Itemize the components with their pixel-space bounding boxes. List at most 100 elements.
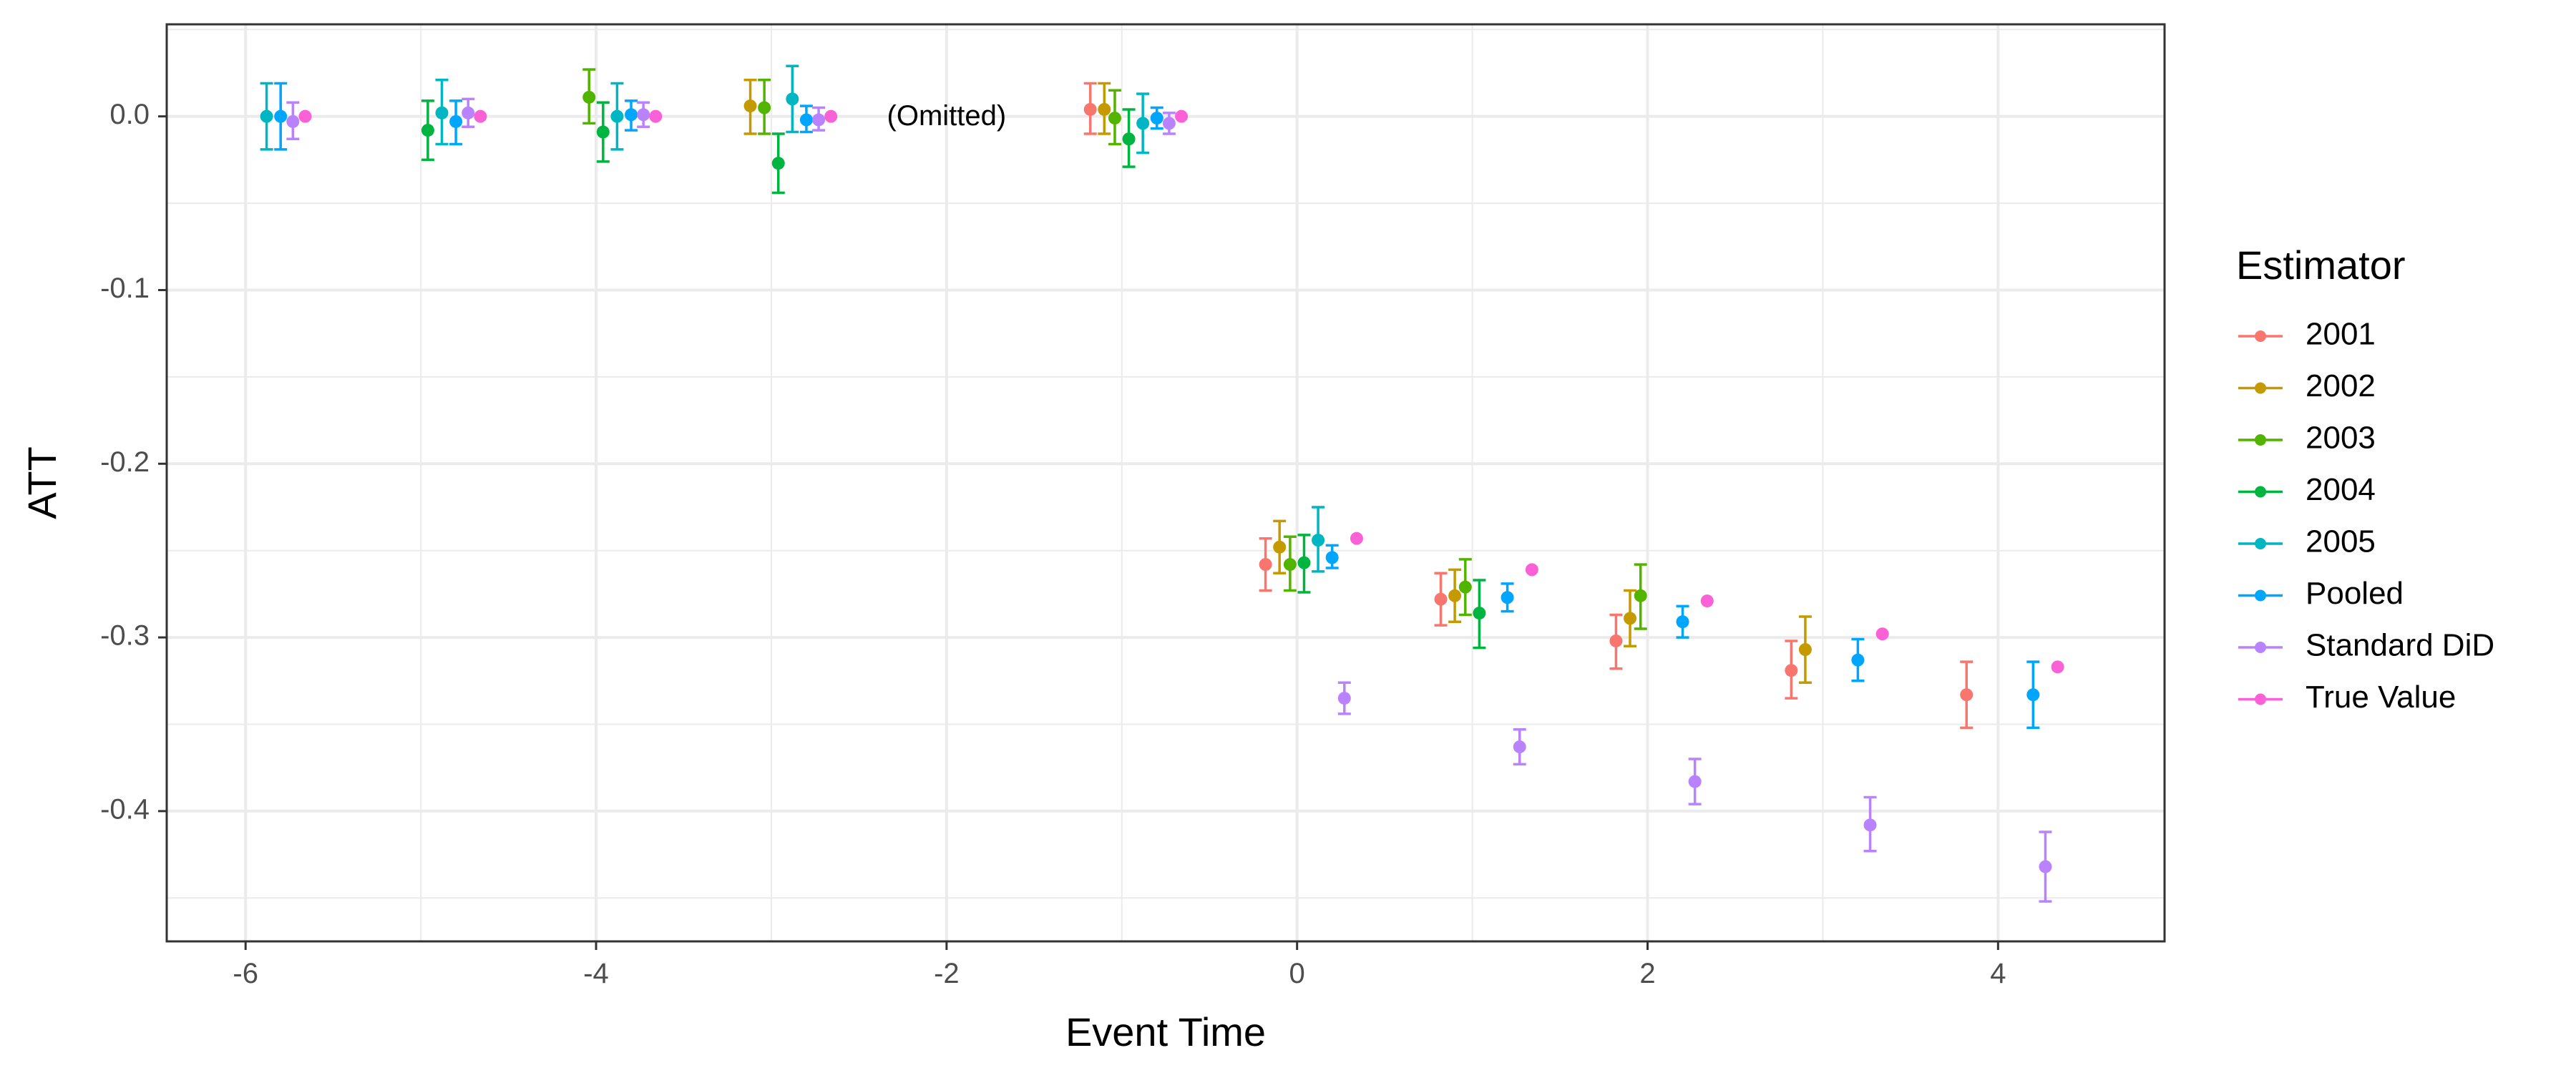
panel-border [165,23,2166,943]
data-point [1259,558,1272,572]
legend-label: 2005 [2306,524,2376,559]
data-point [1851,653,1865,667]
data-point [421,124,434,137]
data-point [2026,688,2040,702]
data-point [1273,540,1287,554]
data-point [1785,664,1798,677]
legend-key-point [2255,538,2266,549]
data-point [474,109,487,123]
x-tick-label: 2 [1639,958,1655,989]
x-tick-label: -2 [934,958,960,989]
data-point [771,157,785,170]
legend-item: Pooled [2238,576,2404,611]
data-point [2039,860,2052,873]
legend-item: Standard DiD [2238,628,2494,663]
data-point [1676,615,1689,629]
x-tick-label: 4 [1990,958,2006,989]
legend-key-point [2255,434,2266,446]
data-point [625,108,638,122]
legend-label: Standard DiD [2306,628,2494,663]
data-point [1297,556,1311,569]
legend-label: 2003 [2306,421,2376,456]
data-points [260,90,2064,873]
data-point [2051,660,2064,674]
data-point [1875,627,1889,641]
omitted-annotation: (Omitted) [887,100,1007,132]
legend-key-point [2255,693,2266,705]
grid-minor [167,24,2165,941]
y-axis-title: ATT [19,446,64,519]
x-tick-label: -6 [233,958,258,989]
data-point [1525,563,1538,577]
legend-item: 2005 [2238,524,2376,559]
legend-label: 2004 [2306,472,2376,507]
data-point [462,106,475,119]
data-point [758,101,771,114]
data-point [596,125,610,139]
legend-label: 2002 [2306,368,2376,403]
data-point [1350,531,1363,545]
data-point [1283,558,1297,572]
data-point [286,114,300,128]
legend-key-point [2255,642,2266,653]
data-point [1624,612,1637,625]
legend-item: 2003 [2238,421,2376,456]
grid-major [167,24,2165,941]
data-point [637,108,650,122]
data-point [610,109,624,123]
legend-item: 2004 [2238,472,2376,507]
data-point [1960,688,1974,702]
data-point [1162,117,1176,130]
legend-label: Pooled [2306,576,2404,611]
data-point [1337,692,1351,705]
data-point [260,109,273,123]
data-point [1688,775,1702,788]
data-point [1473,607,1486,620]
legend-label: True Value [2306,680,2456,715]
data-point [812,113,826,127]
data-point [274,109,288,123]
legend-title: Estimator [2236,242,2406,288]
data-point [449,114,463,128]
data-point [1175,109,1189,123]
data-point [1312,534,1325,547]
data-point [1136,117,1150,130]
legend-items: 2001 2002 2003 2004 2005 Pooled Standard DiD Tr… [2238,317,2494,715]
data-point [786,92,799,106]
data-point [1609,634,1623,647]
data-point [799,113,813,127]
data-point [1325,551,1339,564]
legend-label: 2001 [2306,317,2376,352]
y-tick-label: 0.0 [109,99,150,130]
data-point [1501,591,1514,604]
data-point [824,109,838,123]
data-point [298,109,312,123]
x-tick-label: -4 [583,958,609,989]
data-point [1083,102,1097,116]
data-point [1634,589,1647,602]
y-tick-label: -0.1 [100,273,150,304]
data-point [435,106,449,119]
data-point [743,99,757,113]
y-tick-label: -0.3 [100,620,150,652]
legend-key-point [2255,486,2266,498]
legend: Estimator 2001 2002 2003 2004 2005 Pooled Stan… [2236,242,2494,715]
data-point [1098,102,1111,116]
data-point [1513,740,1526,754]
data-point [1798,643,1812,657]
data-point [1434,592,1448,606]
legend-key-point [2255,382,2266,394]
x-axis-ticks: -6 -4 -2 0 2 4 [233,941,2006,989]
data-point [1448,589,1462,602]
data-point [649,109,663,123]
legend-item: 2001 [2238,317,2376,352]
data-point [1122,132,1136,146]
y-axis-ticks: 0.0 -0.1 -0.2 -0.3 -0.4 [100,99,167,825]
data-point [1458,580,1472,594]
legend-key-point [2255,589,2266,602]
legend-key-point [2255,330,2266,342]
data-point [1863,818,1877,832]
data-point [1700,594,1714,608]
data-point [1108,112,1121,125]
